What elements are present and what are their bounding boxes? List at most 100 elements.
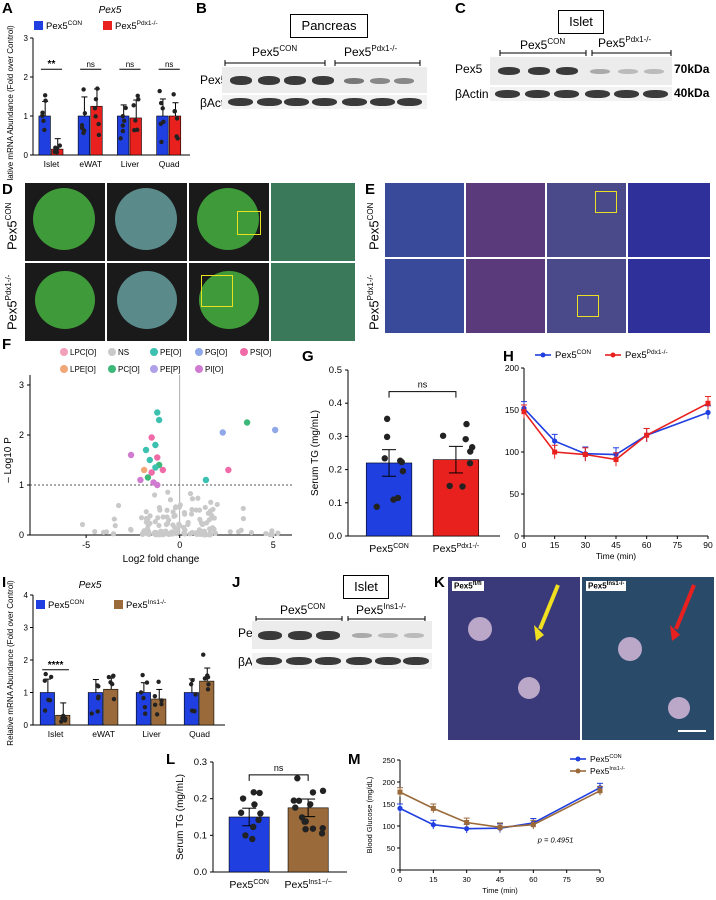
panel-i-ylabel: Relative mRNA Abundance (Fold over Contr…	[6, 580, 15, 746]
panel-i-point	[188, 682, 194, 687]
panel-i-point	[193, 692, 198, 697]
panel-g-point	[373, 503, 380, 510]
panel-label-l: L	[166, 751, 176, 768]
panel-f-point	[177, 502, 183, 508]
panel-h-ytick-label: 100	[505, 447, 519, 457]
panel-m-point	[497, 824, 503, 830]
panel-i-point	[58, 719, 64, 724]
panel-a-chart: Pex5 Relative mRNA Abundance (Fold over …	[6, 5, 190, 180]
panel-a-point	[79, 123, 85, 128]
panel-a-xtick-label: Quad	[159, 159, 180, 169]
panel-a-point	[136, 97, 141, 102]
panel-c-row-pex5: Pex5	[455, 62, 483, 76]
panel-f-legend-label: PC[O]	[118, 365, 140, 374]
panel-i-title: Pex5	[79, 580, 102, 591]
panel-f-point	[143, 509, 149, 515]
panel-m-xtick-label: 90	[596, 875, 604, 884]
panel-f-point	[92, 529, 98, 535]
panel-f-legend-swatch	[108, 365, 116, 373]
panel-a-point	[159, 139, 164, 145]
panel-l-chart: 0.0 0.1 0.2 0.3 Serum TG (mg/mL) ns Pex5CON Pex…	[175, 757, 347, 891]
panel-m-xtick-label: 0	[398, 875, 402, 884]
panel-f-point	[248, 529, 255, 536]
panel-f-legend-swatch	[195, 348, 203, 356]
panel-f-point	[196, 507, 203, 513]
panel-a-point	[95, 86, 100, 91]
panel-d-micrographs	[25, 183, 355, 341]
panel-g-sig-bracket	[388, 391, 457, 398]
panel-f-point	[189, 496, 196, 502]
panel-m-point	[464, 826, 470, 832]
panel-l-xtick-label: Pex5CON	[229, 879, 269, 891]
panel-a-point	[40, 113, 45, 118]
panel-f-point	[155, 515, 161, 521]
panel-f-point-highlight	[202, 476, 210, 484]
panel-i-ytick-label: 0	[24, 721, 29, 730]
panel-i-bar	[103, 688, 119, 726]
panel-l-ylabel: Serum TG (mg/mL)	[175, 774, 186, 860]
panel-a-ylabel: Relative mRNA Abundance (Fold over Contr…	[6, 25, 15, 180]
panel-l-point	[301, 818, 308, 825]
panel-f-point	[202, 531, 208, 537]
panel-i-point	[106, 674, 112, 680]
panel-c-kda-70: 70kDa	[674, 62, 710, 76]
panel-b-row-pex5: Pex5	[200, 73, 228, 87]
panel-f-point	[138, 515, 145, 521]
panel-l-ytick-label: 0.1	[194, 830, 207, 841]
panel-l-point	[295, 797, 303, 804]
panel-f-point-highlight	[152, 441, 159, 449]
panel-label-i: I	[2, 574, 7, 591]
panel-f-point-highlight	[137, 476, 144, 484]
panel-a-point	[42, 127, 47, 133]
panel-h-xlabel: Time (min)	[596, 551, 636, 561]
panel-f-legend-swatch	[108, 348, 116, 356]
panel-f-xtick-label: 0	[177, 540, 182, 550]
panel-i-legend-ins: Pex5Ins1-/-	[126, 599, 166, 611]
panel-f-point	[187, 531, 193, 537]
panel-a-point	[133, 118, 138, 123]
panel-i-point	[42, 708, 48, 713]
panel-f-point	[196, 528, 202, 535]
panel-i-point	[46, 697, 51, 703]
panel-j-group1: Pex5CON	[280, 602, 326, 617]
panel-c-blot-actin	[490, 87, 672, 101]
panel-f-point	[177, 522, 183, 529]
panel-h-xtick-label: 15	[550, 540, 560, 550]
panel-f-legend-swatch	[195, 365, 203, 373]
panel-label-m: M	[348, 751, 361, 768]
panel-f-point	[152, 492, 158, 498]
panel-m-ytick-label: 150	[382, 800, 395, 809]
panel-m-point	[430, 805, 436, 811]
panel-f-point	[143, 515, 150, 522]
panel-f-point	[169, 529, 175, 535]
panel-l-point	[292, 804, 299, 811]
panel-a-ytick-label: 2	[24, 73, 29, 82]
panel-f-point	[263, 530, 269, 537]
panel-f-point	[211, 526, 217, 532]
panel-m-ytick-label: 100	[382, 822, 395, 831]
panel-m-annotation: p = 0.4951	[537, 836, 574, 845]
panel-m-legend-marker	[575, 756, 581, 762]
panel-i-point	[152, 693, 158, 699]
panel-f-point	[147, 513, 153, 519]
panel-h-ytick-label: 50	[510, 489, 520, 499]
panel-i-point	[62, 718, 68, 723]
panel-f-point	[146, 530, 152, 536]
panel-label-j: J	[232, 574, 241, 591]
panel-label-g: G	[302, 348, 314, 365]
panel-i-bar	[39, 692, 55, 726]
panel-i-xtick-label: Liver	[142, 729, 161, 739]
panel-a-title: Pex5	[99, 5, 122, 16]
panel-m-legend-marker	[575, 768, 581, 774]
panel-g-point	[390, 496, 397, 503]
panel-f-chart: LPC[O] NS PE[O] PG[O] PS[O] LPE[O] PC[O] PE[P] P…	[3, 348, 292, 565]
panel-f-point-highlight	[140, 466, 148, 474]
panel-a-point	[54, 146, 60, 151]
panel-g-chart: 0.0 0.1 0.2 0.3 0.4 0.5 Serum TG (mg/mL) ns Pex5…	[310, 365, 500, 555]
panel-i-xtick-label: Quad	[189, 729, 210, 739]
panel-i-bar	[199, 680, 215, 726]
panel-f-point	[240, 516, 247, 522]
panel-f-point-highlight	[243, 419, 251, 426]
panel-i-xtick-label: eWAT	[92, 729, 115, 739]
